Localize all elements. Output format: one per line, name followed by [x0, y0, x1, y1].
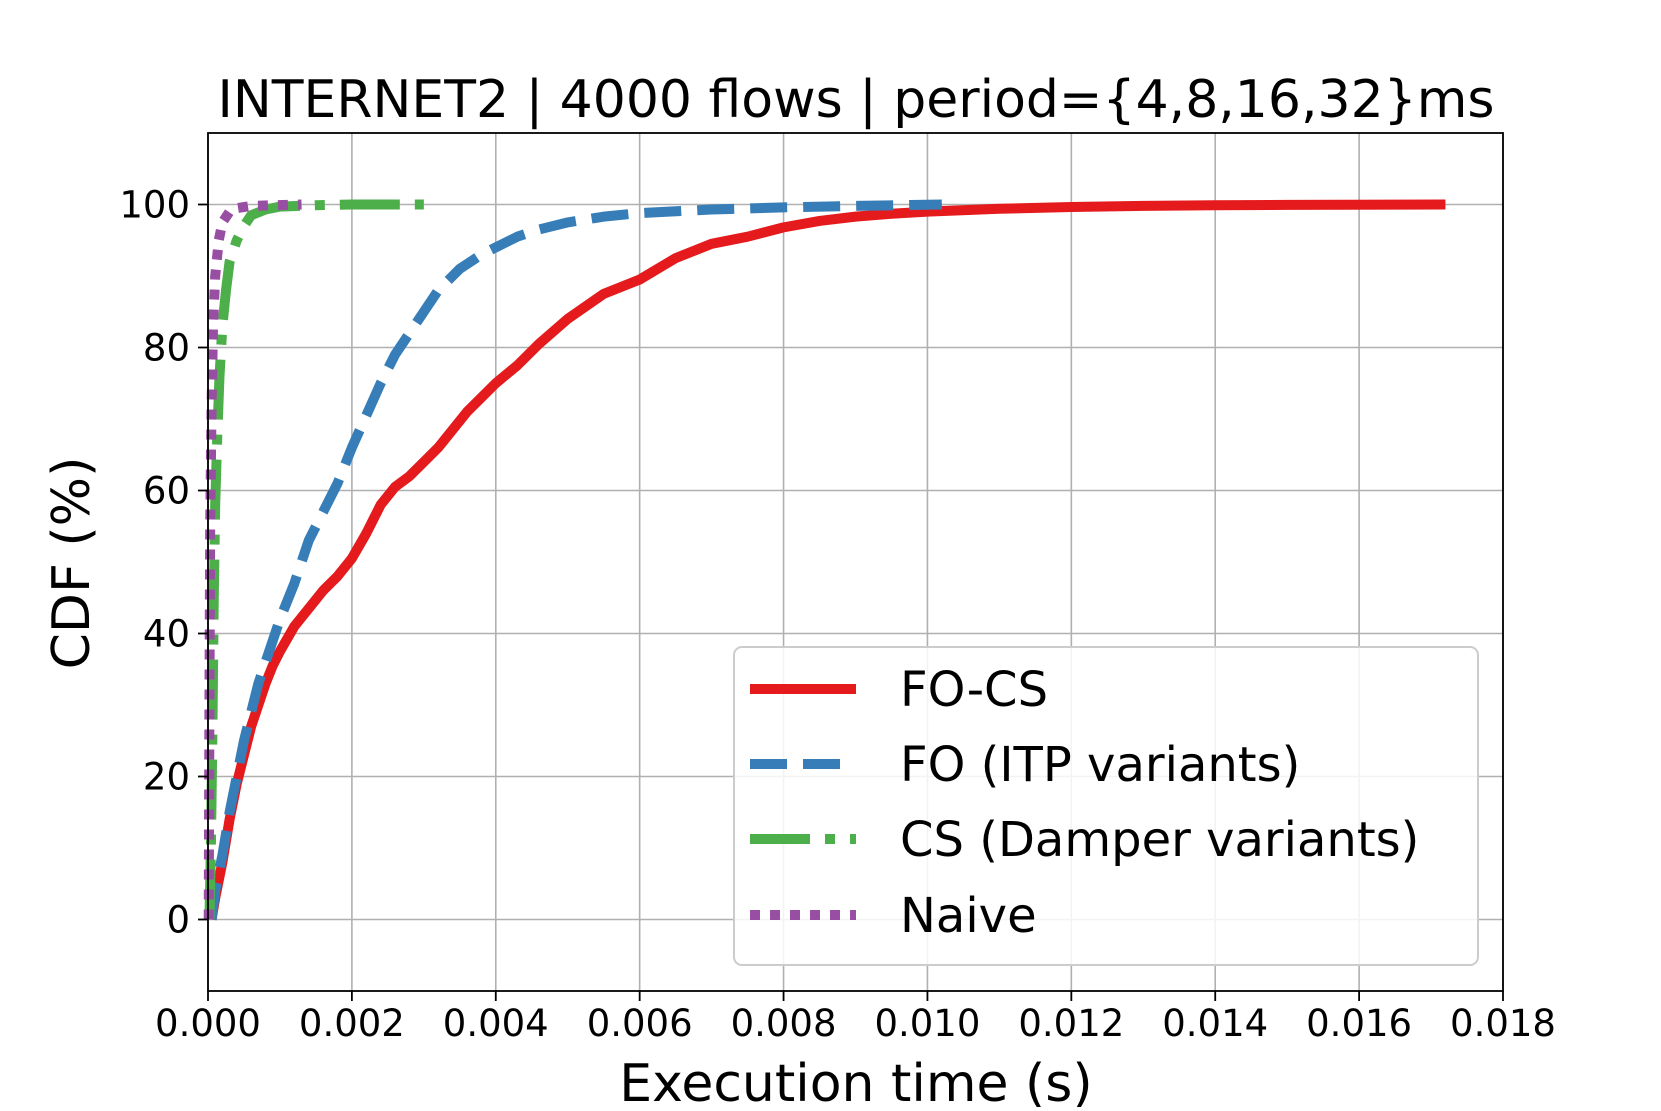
x-tick-label: 0.016 — [1306, 1002, 1412, 1045]
series-lines — [203, 199, 1446, 921]
x-tick-label: 0.006 — [587, 1002, 693, 1045]
plot-frame — [207, 132, 1504, 992]
legend-label: FO-CS — [900, 662, 1048, 718]
legend-label: Naive — [900, 888, 1037, 944]
legend-label: FO (ITP variants) — [900, 737, 1300, 793]
series-line-cs-damper-variants — [204, 199, 424, 920]
legend-label: CS (Damper variants) — [900, 812, 1419, 868]
y-axis-ticks: 0 20 40 60 80 100 — [119, 184, 208, 942]
x-tick-label: 0.012 — [1018, 1002, 1124, 1045]
x-tick-label: 0.004 — [443, 1002, 549, 1045]
y-tick-label: 0 — [166, 899, 190, 942]
y-tick-label: 40 — [143, 613, 190, 656]
x-tick-label: 0.018 — [1450, 1002, 1556, 1045]
x-axis-ticks: 0.000 0.002 0.004 0.006 0.008 0.010 0.012 0.014… — [155, 991, 1556, 1045]
x-tick-label: 0.008 — [731, 1002, 837, 1045]
chart-title: INTERNET2 | 4000 flows | period={4,8,16,… — [217, 70, 1494, 130]
y-tick-label: 80 — [143, 327, 190, 370]
series-line-fo-itp-variants — [206, 199, 942, 921]
x-tick-label: 0.000 — [155, 1002, 261, 1045]
x-tick-label: 0.014 — [1162, 1002, 1268, 1045]
x-tick-label: 0.002 — [299, 1002, 405, 1045]
y-tick-label: 100 — [119, 184, 190, 227]
y-tick-label: 60 — [143, 470, 190, 513]
grid-lines — [207, 133, 1504, 991]
legend: FO-CS FO (ITP variants) CS (Damper variant… — [733, 646, 1479, 966]
legend-box — [733, 646, 1479, 966]
x-axis-label: Execution time (s) — [619, 1054, 1092, 1107]
y-tick-label: 20 — [143, 756, 190, 799]
series-line-fo-cs — [206, 199, 1446, 921]
x-tick-label: 0.010 — [874, 1002, 980, 1045]
y-axis-label: CDF (%) — [42, 457, 102, 670]
